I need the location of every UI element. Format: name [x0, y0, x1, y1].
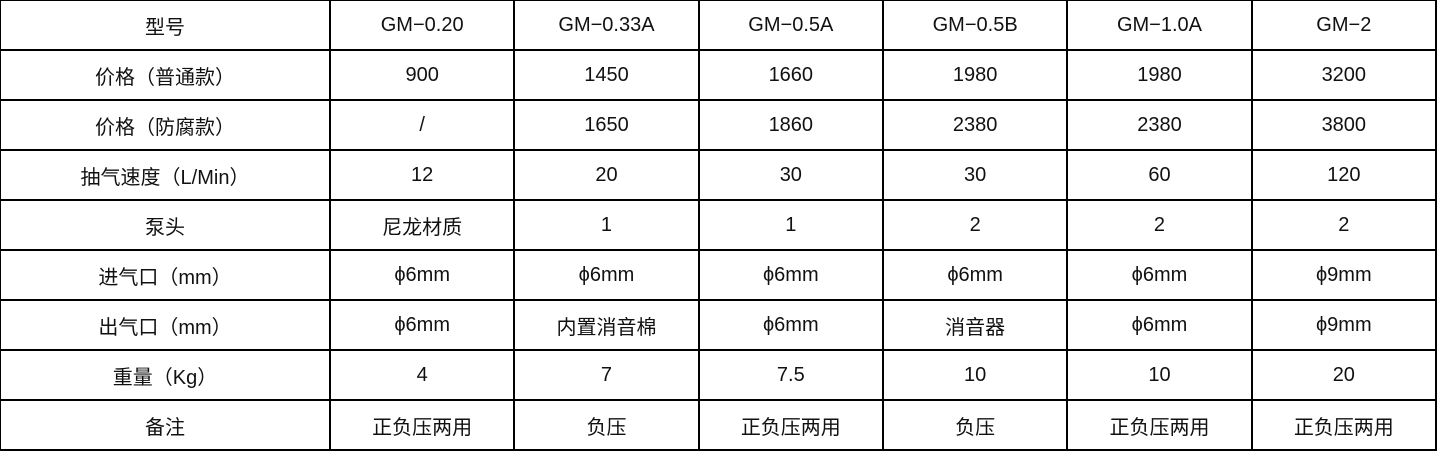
table-cell: ϕ9mm: [1250, 249, 1438, 301]
table-row: 出气口（mm） ϕ6mm 内置消音棉 ϕ6mm 消音器 ϕ6mm ϕ9mm: [0, 299, 1438, 351]
table-row: 价格（普通款） 900 1450 1660 1980 1980 3200: [0, 49, 1438, 101]
table-cell: GM−2: [1250, 0, 1438, 51]
table-cell: 正负压两用: [1250, 399, 1438, 451]
table-cell: ϕ6mm: [1066, 299, 1253, 351]
table-cell: 20: [1250, 349, 1438, 401]
row-label-cell: 出气口（mm）: [0, 299, 331, 351]
table-cell: 1980: [1066, 49, 1253, 101]
header-row: 型号 GM−0.20 GM−0.33A GM−0.5A GM−0.5B GM−1.0A GM…: [0, 0, 1438, 51]
table-cell: ϕ6mm: [328, 249, 516, 301]
row-label-cell: 备注: [0, 399, 331, 451]
table-cell: 30: [697, 149, 884, 201]
table-cell: 1: [697, 199, 884, 251]
table-cell: 1650: [513, 99, 700, 151]
table-cell: 3800: [1250, 99, 1438, 151]
table-cell: 30: [881, 149, 1069, 201]
table-cell: GM−0.5B: [881, 0, 1069, 51]
table-cell: GM−0.20: [328, 0, 516, 51]
table-cell: ϕ9mm: [1250, 299, 1438, 351]
table-row: 泵头 尼龙材质 1 1 2 2 2: [0, 199, 1438, 251]
spec-table-body: 型号 GM−0.20 GM−0.33A GM−0.5A GM−0.5B GM−1.0A GM…: [0, 0, 1438, 451]
table-cell: 60: [1066, 149, 1253, 201]
table-cell: 负压: [881, 399, 1069, 451]
row-label-cell: 进气口（mm）: [0, 249, 331, 301]
table-cell: 1660: [697, 49, 884, 101]
table-cell: ϕ6mm: [1066, 249, 1253, 301]
table-cell: 内置消音棉: [513, 299, 700, 351]
table-cell: 10: [881, 349, 1069, 401]
row-label-cell: 抽气速度（L/Min）: [0, 149, 331, 201]
table-cell: 1450: [513, 49, 700, 101]
table-cell: ϕ6mm: [328, 299, 516, 351]
table-cell: 10: [1066, 349, 1253, 401]
row-label-cell: 型号: [0, 0, 331, 51]
table-cell: ϕ6mm: [697, 249, 884, 301]
row-label-cell: 重量（Kg）: [0, 349, 331, 401]
table-cell: 2380: [1066, 99, 1253, 151]
table-cell: 正负压两用: [697, 399, 884, 451]
table-cell: 正负压两用: [328, 399, 516, 451]
table-row: 进气口（mm） ϕ6mm ϕ6mm ϕ6mm ϕ6mm ϕ6mm ϕ9mm: [0, 249, 1438, 301]
table-row: 抽气速度（L/Min） 12 20 30 30 60 120: [0, 149, 1438, 201]
table-cell: 2380: [881, 99, 1069, 151]
table-cell: ϕ6mm: [881, 249, 1069, 301]
table-row: 价格（防腐款）/1650 1860 2380 2380 3800: [0, 99, 1438, 151]
table-cell: 正负压两用: [1066, 399, 1253, 451]
table-cell: 2: [1066, 199, 1253, 251]
table-cell: 120: [1250, 149, 1438, 201]
table-cell: 1: [513, 199, 700, 251]
table-cell: ϕ6mm: [513, 249, 700, 301]
table-cell: 7.5: [697, 349, 884, 401]
table-cell: GM−1.0A: [1066, 0, 1253, 51]
table-row: 备注 正负压两用 负压 正负压两用 负压 正负压两用 正负压两用: [0, 399, 1438, 451]
table-cell: 1860: [697, 99, 884, 151]
table-cell: GM−0.33A: [513, 0, 700, 51]
table-cell: 尼龙材质: [328, 199, 516, 251]
table-cell: GM−0.5A: [697, 0, 884, 51]
table-row: 重量（Kg） 4 7 7.5 10 10 20: [0, 349, 1438, 401]
row-label-cell: 价格（普通款）: [0, 49, 331, 101]
table-cell: 3200: [1250, 49, 1438, 101]
row-label-cell: 价格（防腐款）: [0, 99, 331, 151]
table-cell: 2: [881, 199, 1069, 251]
table-cell: 12: [328, 149, 516, 201]
table-cell: ϕ6mm: [697, 299, 884, 351]
table-cell: 1980: [881, 49, 1069, 101]
table-cell: 消音器: [881, 299, 1069, 351]
table-cell: 20: [513, 149, 700, 201]
table-cell: /: [328, 99, 516, 151]
row-label-cell: 泵头: [0, 199, 331, 251]
table-cell: 2: [1250, 199, 1438, 251]
table-cell: 负压: [513, 399, 700, 451]
spec-table: 型号 GM−0.20 GM−0.33A GM−0.5A GM−0.5B GM−1.0A GM…: [0, 0, 1438, 451]
table-cell: 900: [328, 49, 516, 101]
table-cell: 4: [328, 349, 516, 401]
table-cell: 7: [513, 349, 700, 401]
